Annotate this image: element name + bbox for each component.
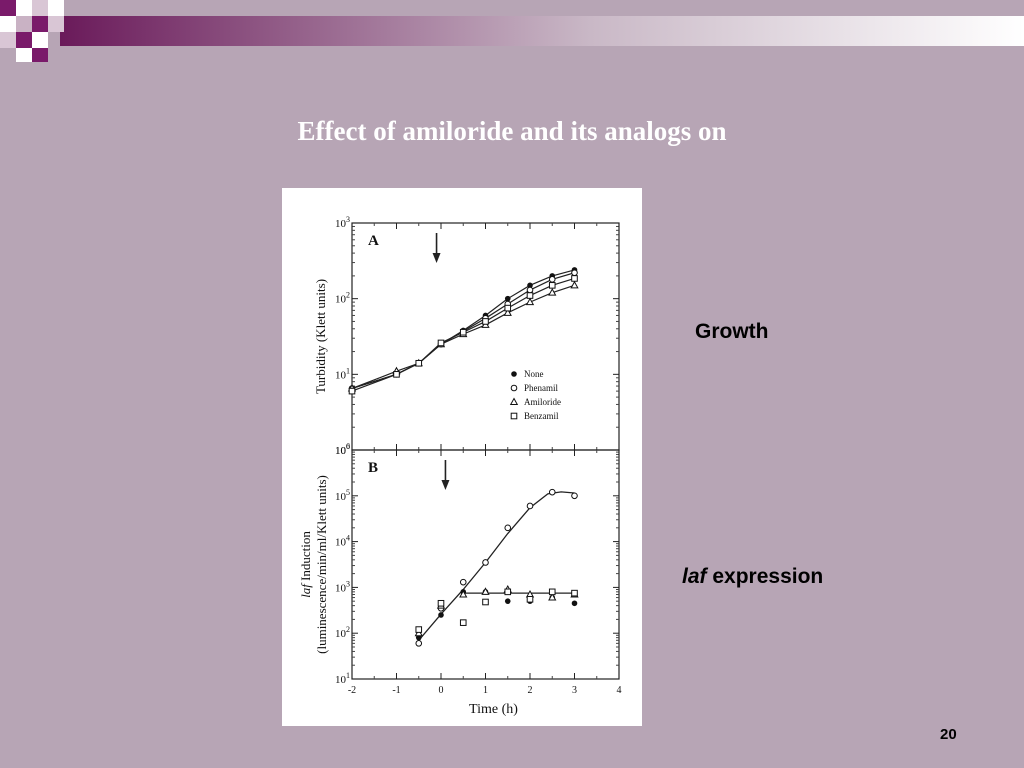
data-point-benzamil — [548, 282, 556, 289]
legend-marker-none — [511, 371, 517, 377]
legend-label-phenamil: Phenamil — [524, 383, 558, 393]
data-point-phenamil — [571, 269, 578, 277]
y-tick-label: 106 — [335, 442, 350, 457]
data-point-none — [571, 600, 578, 607]
data-point-none — [415, 634, 422, 641]
data-point-none — [504, 598, 511, 604]
legend-marker-phenamil — [510, 384, 518, 392]
data-point-benzamil — [504, 588, 512, 596]
panel-A-frame — [351, 222, 620, 451]
laf-rest: expression — [706, 565, 824, 588]
legend-marker-benzamil — [510, 412, 518, 420]
y-tick-label: 102 — [335, 625, 350, 640]
growth-label: Growth — [695, 320, 769, 343]
x-tick-label: -2 — [348, 685, 356, 696]
y-axis-label-laf: laf Induction — [298, 531, 313, 598]
data-point-phenamil — [459, 578, 467, 586]
data-point-amiloride — [459, 589, 468, 598]
fit-line-amiloride — [351, 284, 575, 390]
x-tick-label: 0 — [439, 685, 444, 696]
data-point-benzamil — [393, 371, 400, 378]
data-point-amiloride — [481, 587, 490, 595]
y-tick-label: 103 — [335, 215, 350, 230]
data-point-benzamil — [548, 588, 556, 596]
data-point-benzamil — [415, 359, 423, 367]
x-tick-label: 1 — [483, 685, 488, 696]
x-tick-label: -1 — [392, 685, 400, 696]
data-point-benzamil — [482, 598, 489, 606]
data-point-phenamil — [415, 640, 423, 647]
data-point-none — [504, 295, 511, 302]
data-point-phenamil — [482, 559, 489, 566]
laf-italic: laf — [682, 565, 707, 588]
y-tick-label: 100 — [335, 442, 350, 457]
data-point-benzamil — [437, 339, 445, 347]
figure-panel: A 100 101 102 103 None Phenamil Amiloride Benzam… — [282, 188, 642, 726]
fit-line-benzamil — [351, 277, 575, 392]
x-tick-label: 2 — [528, 685, 533, 696]
data-point-benzamil — [504, 304, 512, 312]
y-tick-label: 103 — [335, 579, 350, 594]
data-point-benzamil — [459, 328, 467, 336]
data-point-benzamil — [415, 626, 423, 633]
data-point-benzamil — [526, 595, 534, 603]
slide-number: 20 — [940, 726, 957, 743]
data-point-benzamil — [459, 619, 467, 626]
y-axis-label-turbidity: Turbidity (Klett units) — [313, 279, 328, 394]
panel-label-A: A — [368, 233, 379, 249]
y-tick-label: 102 — [335, 291, 350, 306]
data-point-phenamil — [571, 492, 578, 500]
data-point-amiloride — [570, 280, 579, 289]
legend-label-amiloride: Amiloride — [524, 397, 561, 407]
down-arrow-icon — [432, 253, 441, 263]
y-tick-label: 101 — [335, 366, 350, 381]
y-tick-label: 101 — [335, 671, 350, 686]
fit-line-0 — [418, 491, 575, 641]
data-point-benzamil — [571, 589, 578, 597]
data-point-none — [527, 282, 533, 289]
x-axis-label: Time (h) — [469, 702, 518, 717]
legend-label-none: None — [524, 369, 544, 379]
laf-expression-label: laf expression — [682, 565, 823, 589]
data-point-amiloride — [548, 288, 557, 296]
data-point-phenamil — [526, 502, 534, 510]
y-axis-label-laf-units: (luminescence/min/ml/Klett units) — [314, 475, 329, 654]
data-point-phenamil — [504, 524, 512, 532]
data-point-phenamil — [526, 286, 534, 294]
data-point-benzamil — [571, 275, 578, 282]
panel-label-B: B — [368, 460, 378, 476]
down-arrow-icon — [441, 480, 450, 490]
legend-marker-amiloride — [509, 397, 519, 405]
data-point-benzamil — [348, 387, 356, 395]
data-point-phenamil — [548, 276, 556, 283]
data-point-amiloride — [525, 297, 535, 306]
data-point-amiloride — [503, 308, 512, 316]
data-point-amiloride — [548, 593, 557, 601]
x-tick-label: 3 — [572, 685, 577, 696]
decorative-header-bar — [0, 0, 1024, 62]
data-point-none — [438, 612, 444, 618]
slide-title: Effect of amiloride and its analogs on — [297, 116, 727, 146]
data-point-phenamil — [548, 488, 556, 496]
data-point-benzamil — [526, 292, 534, 299]
x-tick-label: 4 — [617, 685, 622, 696]
growth-expression-chart: A100101102103NonePhenamilAmilorideBenzam… — [298, 215, 622, 717]
y-tick-label: 104 — [335, 534, 350, 549]
y-tick-label: 105 — [335, 488, 350, 503]
data-point-benzamil — [437, 599, 445, 607]
legend-label-benzamil: Benzamil — [524, 411, 559, 421]
data-point-benzamil — [482, 318, 489, 325]
